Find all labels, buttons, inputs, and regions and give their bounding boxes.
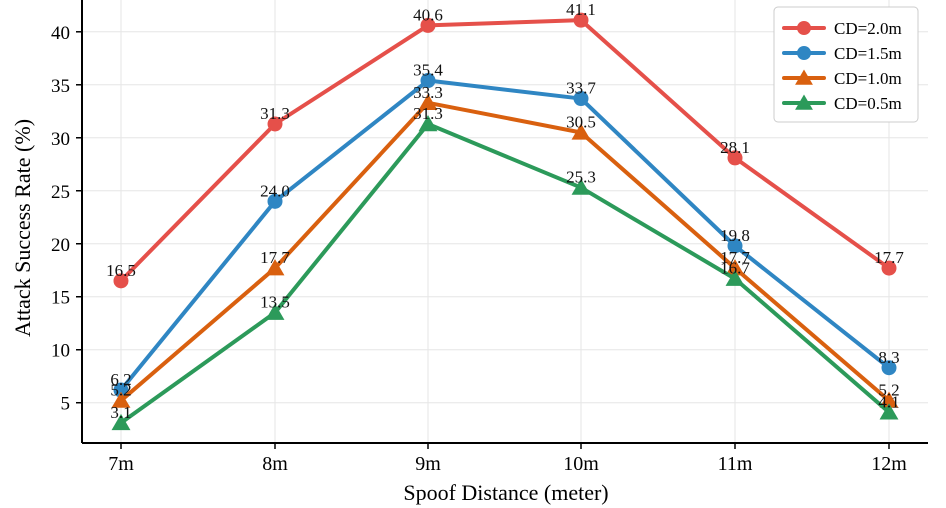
data-label: 33.3 — [413, 83, 443, 102]
data-label: 5.2 — [110, 381, 131, 400]
data-label: 17.7 — [874, 248, 904, 267]
data-point — [881, 260, 897, 276]
data-label: 6.2 — [110, 370, 131, 389]
data-label: 4.1 — [878, 392, 899, 411]
data-point — [573, 12, 589, 28]
data-label: 8.3 — [878, 348, 899, 367]
data-label: 31.3 — [260, 104, 290, 123]
legend-label: CD=2.0m — [834, 19, 902, 38]
data-label: 3.1 — [110, 403, 131, 422]
data-label: 40.6 — [413, 5, 443, 24]
data-point — [418, 114, 438, 132]
data-label: 30.5 — [566, 112, 596, 131]
data-point — [113, 382, 129, 398]
legend-label: CD=0.5m — [834, 94, 902, 113]
data-point — [879, 391, 899, 408]
x-tick-label: 8m — [262, 453, 288, 475]
data-point — [725, 269, 745, 286]
data-point — [725, 259, 745, 276]
series-group — [111, 12, 899, 431]
series-line-0 — [119, 18, 891, 283]
data-label: 24.0 — [260, 181, 290, 200]
data-label: 25.3 — [566, 168, 596, 187]
x-tick-label: 10m — [563, 453, 599, 475]
data-label: 33.7 — [566, 79, 596, 98]
data-point — [265, 303, 285, 320]
data-point — [727, 150, 743, 166]
data-point — [879, 403, 899, 420]
data-point — [267, 116, 283, 132]
data-label: 13.5 — [260, 293, 290, 312]
legend: CD=2.0m CD=1.5m CD=1.0m CD=0.5m — [773, 6, 919, 123]
series-line-1 — [119, 78, 891, 393]
data-point — [111, 413, 131, 431]
series-line-3 — [119, 121, 891, 425]
data-point — [727, 238, 743, 254]
y-tick-label: 5 — [61, 394, 71, 415]
data-label: 41.1 — [566, 0, 596, 19]
data-point — [571, 178, 591, 195]
x-tick-label: 9m — [415, 453, 441, 475]
x-tick-label: 11m — [718, 453, 753, 475]
legend-label: CD=1.5m — [834, 44, 902, 63]
y-tick-label: 30 — [51, 129, 70, 150]
data-point — [420, 17, 436, 33]
data-label: 16.7 — [720, 259, 750, 278]
data-label: 17.7 — [260, 248, 290, 267]
data-point — [111, 391, 131, 408]
axes — [81, 0, 928, 444]
y-ticks: 5 10 15 20 25 30 35 40 — [51, 23, 82, 415]
data-label: 5.2 — [878, 381, 899, 400]
data-label: 28.1 — [720, 138, 750, 157]
legend-marker — [795, 69, 813, 85]
data-point — [265, 259, 285, 276]
data-point — [418, 93, 438, 111]
data-label: 19.8 — [720, 226, 750, 245]
data-label: 16.5 — [106, 261, 136, 280]
y-tick-label: 40 — [51, 23, 70, 44]
legend-marker — [797, 46, 811, 60]
data-label: 31.3 — [413, 104, 443, 123]
data-labels: 16.5 31.3 40.6 41.1 28.1 17.7 6.2 24.0 35.4 33.7 1… — [106, 0, 904, 422]
y-tick-label: 25 — [51, 182, 70, 203]
data-label: 17.7 — [720, 248, 750, 267]
y-axis-label: Attack Success Rate (%) — [10, 119, 35, 337]
x-tick-label: 7m — [108, 453, 134, 475]
data-point — [420, 73, 436, 89]
y-tick-label: 10 — [51, 341, 70, 362]
data-label: 35.4 — [413, 61, 443, 80]
y-tick-label: 20 — [51, 235, 70, 256]
y-tick-label: 35 — [51, 76, 70, 97]
legend-marker — [795, 94, 813, 110]
x-tick-label: 12m — [871, 453, 907, 475]
series-line-2 — [119, 100, 891, 403]
x-axis-label: Spoof Distance (meter) — [403, 480, 608, 505]
data-point — [571, 123, 591, 140]
legend-box — [773, 6, 919, 123]
data-point — [113, 273, 129, 289]
legend-marker — [797, 21, 811, 35]
data-point — [267, 193, 283, 209]
x-ticks: 7m 8m 9m 10m 11m 12m — [108, 443, 907, 475]
data-point — [573, 91, 589, 107]
legend-label: CD=1.0m — [834, 69, 902, 88]
y-tick-label: 15 — [51, 288, 70, 309]
data-point — [881, 360, 897, 376]
